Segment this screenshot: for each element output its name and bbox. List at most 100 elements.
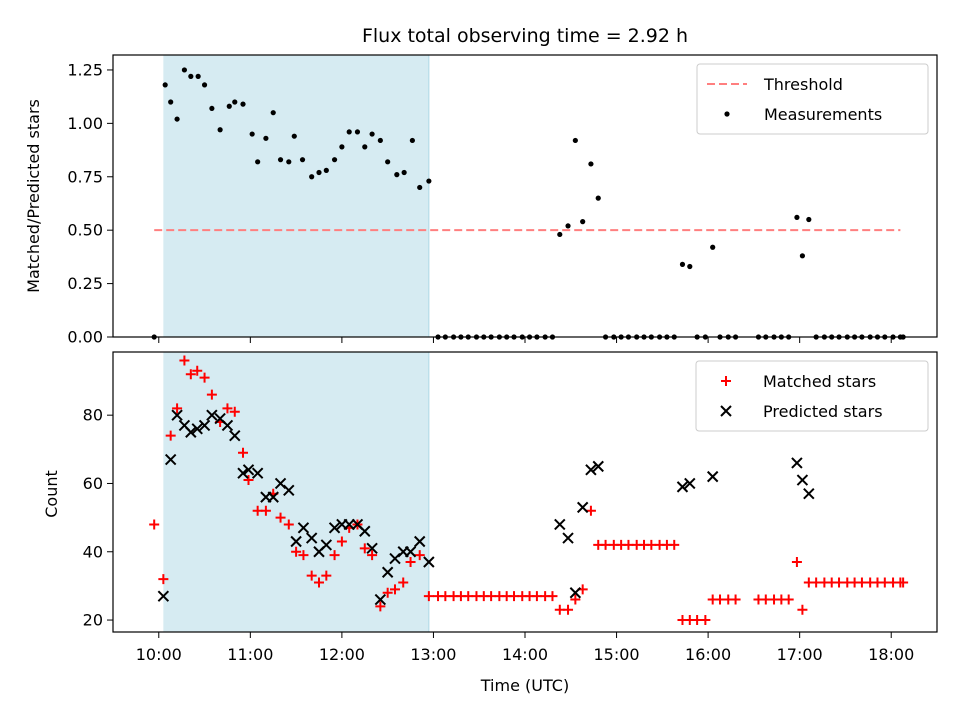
point-predicted-stars <box>297 522 310 534</box>
point-matched-stars <box>669 539 680 550</box>
point-predicted-stars <box>359 525 371 537</box>
y-tick-label: 1.25 <box>67 60 103 79</box>
point-matched-stars <box>405 557 416 567</box>
point-measurements <box>209 105 215 112</box>
point-measurements <box>217 127 223 133</box>
point-predicted-stars <box>221 419 234 432</box>
x-tick-label: 18:00 <box>868 645 914 664</box>
legend-label: Measurements <box>764 105 882 124</box>
y-tick-label: 0.25 <box>67 274 103 293</box>
point-measurements <box>201 82 208 88</box>
point-measurements <box>572 137 578 144</box>
point-predicted-stars <box>251 467 264 479</box>
point-matched-stars <box>165 430 176 441</box>
point-matched-stars <box>389 584 400 595</box>
legend-box <box>696 63 929 135</box>
y-tick-label: 80 <box>83 406 103 425</box>
x-tick-label: 14:00 <box>502 645 548 664</box>
point-measurements <box>565 223 571 229</box>
point-measurements <box>168 99 174 105</box>
y-tick-label: 60 <box>83 474 103 493</box>
point-measurements <box>277 157 284 163</box>
point-matched-stars <box>243 475 254 486</box>
observing-window-span <box>163 55 429 337</box>
point-predicted-stars <box>791 457 803 469</box>
legend-predicted-swatch <box>720 405 732 417</box>
point-matched-stars <box>783 594 794 605</box>
point-predicted-stars <box>796 474 809 486</box>
point-predicted-stars <box>320 539 333 551</box>
series-predicted-stars <box>157 409 815 606</box>
y-tick-label: 0.00 <box>67 328 103 347</box>
point-predicted-stars <box>366 542 378 555</box>
point-measurements <box>394 172 400 178</box>
y-tick-label: 0.75 <box>67 167 103 186</box>
point-predicted-stars <box>267 491 279 503</box>
point-matched-stars <box>585 505 596 516</box>
point-measurements <box>417 184 423 191</box>
point-matched-stars <box>563 604 574 615</box>
point-measurements <box>385 159 391 165</box>
point-measurements <box>323 167 329 173</box>
point-measurements <box>299 157 306 163</box>
point-matched-stars <box>791 557 802 567</box>
point-measurements <box>181 67 188 73</box>
point-matched-stars <box>547 591 558 602</box>
point-predicted-stars <box>569 587 582 599</box>
point-measurements <box>426 178 432 184</box>
point-matched-stars <box>336 536 347 547</box>
point-matched-stars <box>275 512 286 523</box>
point-matched-stars <box>314 577 324 588</box>
point-measurements <box>799 253 806 259</box>
point-matched-stars <box>329 550 340 561</box>
x-axis-label: Time (UTC) <box>480 676 569 695</box>
point-matched-stars <box>375 601 386 612</box>
point-matched-stars <box>238 447 249 458</box>
point-matched-stars <box>158 574 169 585</box>
point-measurements <box>255 159 261 165</box>
point-matched-stars <box>359 543 370 554</box>
x-tick-label: 16:00 <box>685 645 731 664</box>
point-measurements <box>401 169 407 176</box>
point-predicted-stars <box>229 429 241 442</box>
point-measurements <box>679 261 686 267</box>
point-measurements <box>232 99 238 105</box>
point-matched-stars <box>149 519 160 530</box>
legend-label: Threshold <box>763 75 843 94</box>
point-predicted-stars <box>164 453 177 466</box>
point-measurements <box>162 82 168 88</box>
top-y-axis-label: Matched/Predicted stars <box>24 99 43 293</box>
point-measurements <box>286 159 292 165</box>
point-predicted-stars <box>706 470 719 483</box>
point-predicted-stars <box>404 546 417 558</box>
point-predicted-stars <box>305 532 318 544</box>
point-predicted-stars <box>185 426 197 438</box>
point-measurements <box>270 110 276 116</box>
point-measurements <box>687 263 693 270</box>
point-matched-stars <box>229 406 240 417</box>
point-measurements <box>346 129 352 135</box>
point-measurements <box>557 231 563 238</box>
point-matched-stars <box>172 403 183 414</box>
point-matched-stars <box>283 519 294 530</box>
point-predicted-stars <box>414 535 426 548</box>
point-measurements <box>710 244 716 250</box>
point-measurements <box>369 131 375 137</box>
plot-frame <box>112 54 938 338</box>
point-predicted-stars <box>328 522 341 534</box>
point-measurements <box>354 129 361 135</box>
point-measurements <box>580 219 586 225</box>
point-predicted-stars <box>237 467 249 479</box>
x-tick-label: 15:00 <box>594 645 640 664</box>
point-matched-stars <box>291 546 302 557</box>
point-predicted-stars <box>290 535 302 548</box>
point-measurements <box>309 174 315 180</box>
x-tick-label: 11:00 <box>227 645 273 664</box>
bottom-y-axis-label: Count <box>42 470 61 518</box>
point-measurements <box>331 157 338 163</box>
point-matched-stars <box>222 403 233 414</box>
point-predicted-stars <box>554 518 566 531</box>
x-tick-label: 12:00 <box>319 645 365 664</box>
point-measurements <box>806 216 812 223</box>
legend-box <box>695 360 929 432</box>
